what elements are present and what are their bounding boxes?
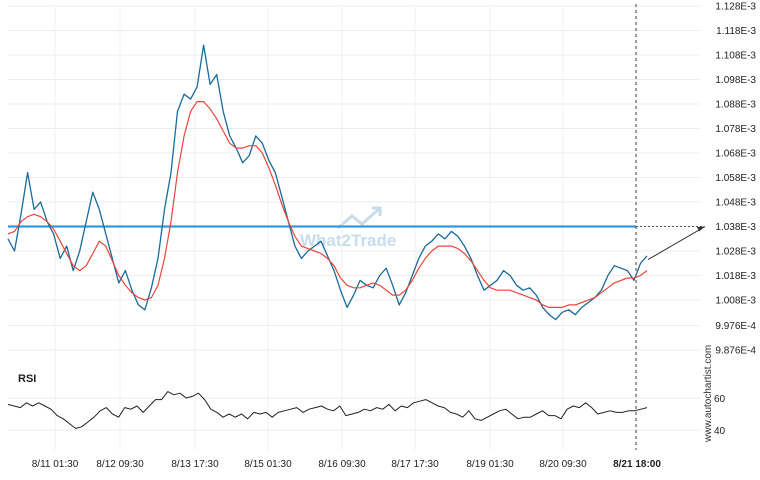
watermark-text: What2Trade: [300, 231, 396, 250]
y-tick-label: 1.068E-3: [715, 149, 756, 160]
x-tick-label: 8/21 18:00: [613, 459, 661, 470]
rsi-y-tick-label: 40: [714, 426, 726, 437]
price-series-line: [7, 44, 648, 321]
rsi-title: RSI: [18, 373, 36, 385]
watermark: What2Trade: [300, 206, 396, 250]
y-tick-label: 1.048E-3: [715, 198, 756, 209]
y-tick-label: 1.008E-3: [715, 296, 756, 307]
y-tick-label: 1.078E-3: [715, 124, 756, 135]
moving-average-line: [7, 100, 648, 308]
projection-arrowhead-icon: [697, 226, 705, 232]
x-tick-label: 8/20 09:30: [539, 459, 587, 470]
y-tick-label: 1.108E-3: [715, 51, 756, 62]
watermark-logo-icon: [337, 206, 382, 230]
y-tick-label: 1.088E-3: [715, 100, 756, 111]
rsi-series-line: [7, 391, 648, 429]
y-tick-label: 1.038E-3: [715, 222, 756, 233]
y-tick-label: 9.876E-4: [715, 346, 756, 357]
x-tick-label: 8/13 17:30: [171, 459, 219, 470]
x-tick-label: 8/11 01:30: [32, 459, 79, 470]
y-tick-label: 9.976E-4: [715, 321, 756, 332]
y-tick-label: 1.058E-3: [715, 173, 756, 184]
x-tick-label: 8/17 17:30: [391, 459, 439, 470]
y-tick-label: 1.018E-3: [715, 271, 756, 282]
rsi-y-tick-label: 60: [714, 394, 726, 405]
y-tick-label: 1.028E-3: [715, 247, 756, 258]
x-tick-label: 8/19 01:30: [466, 459, 514, 470]
autochartist-credit: www.autochartist.com: [703, 345, 714, 443]
projection-arrow: [647, 226, 706, 261]
x-tick-label: 8/16 09:30: [318, 459, 366, 470]
x-tick-label: 8/15 01:30: [244, 459, 292, 470]
y-tick-label: 1.118E-3: [716, 26, 756, 37]
y-tick-label: 1.098E-3: [715, 75, 756, 86]
y-tick-label: 1.128E-3: [715, 2, 756, 13]
x-tick-label: 8/12 09:30: [96, 459, 144, 470]
